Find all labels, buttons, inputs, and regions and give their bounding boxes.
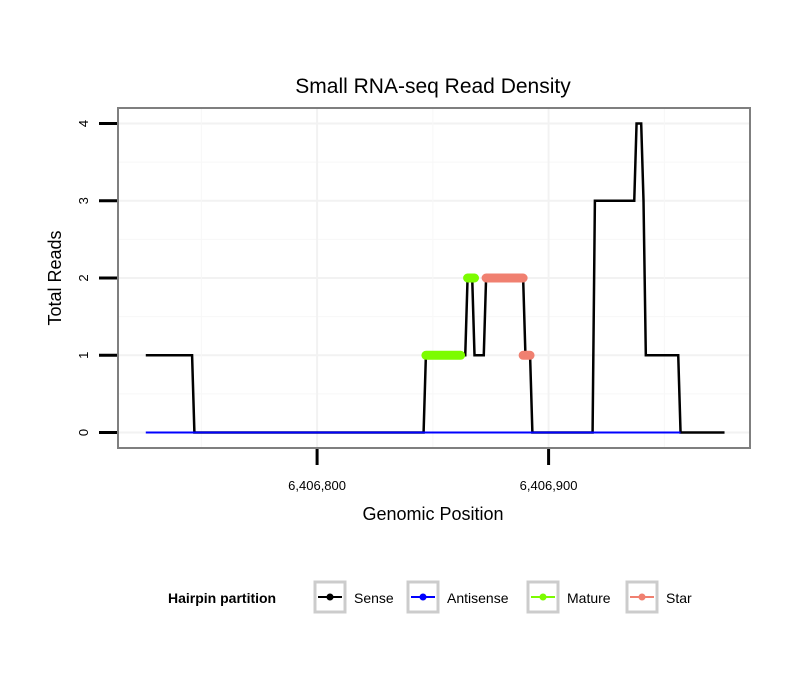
legend-label-star: Star (666, 590, 692, 606)
legend-item-star: Star (625, 580, 692, 614)
legend-item-mature: Mature (526, 580, 611, 614)
x-axis: 6,406,800 6,406,900 (288, 449, 578, 493)
series-layer (145, 122, 725, 434)
legend-item-sense: Sense (313, 580, 394, 614)
y-tick-label-2: 2 (76, 274, 91, 281)
x-tick-label-0: 6,406,800 (288, 478, 346, 493)
legend-key-dot-antisense (419, 593, 427, 601)
legend-key-box-antisense (406, 580, 440, 614)
grid (118, 108, 750, 448)
y-axis-title: Total Reads (45, 230, 65, 325)
legend-label-mature: Mature (567, 590, 611, 606)
y-tick-label-4: 4 (76, 120, 91, 127)
y-tick-label-3: 3 (76, 197, 91, 204)
legend-key-dot-star (638, 593, 646, 601)
legend-item-antisense: Antisense (406, 580, 509, 614)
x-tick-label-1: 6,406,900 (520, 478, 578, 493)
y-tick-label-0: 0 (76, 429, 91, 436)
x-axis-title: Genomic Position (362, 504, 503, 524)
legend-title: Hairpin partition (168, 590, 276, 606)
y-axis: 0 1 2 3 4 (76, 120, 117, 436)
series-mature-line (421, 273, 480, 360)
legend-key-dot-sense (326, 593, 334, 601)
legend-label-antisense: Antisense (447, 590, 509, 606)
series-star-line (481, 273, 535, 360)
legend-label-sense: Sense (354, 590, 394, 606)
legend-key-dot-mature (539, 593, 547, 601)
legend: Hairpin partition Sense Antisense Mature St… (168, 580, 692, 614)
chart-title: Small RNA-seq Read Density (295, 75, 571, 98)
plot-panel-border (117, 107, 751, 449)
y-tick-label-1: 1 (76, 352, 91, 359)
